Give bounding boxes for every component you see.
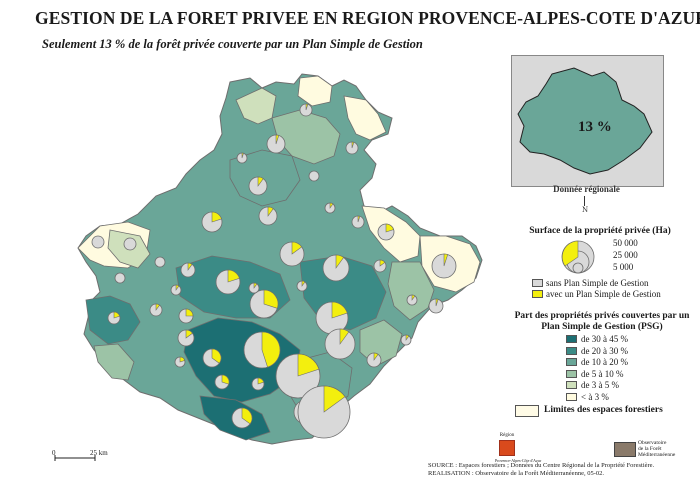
observatoire-line1: Observatoire — [638, 440, 667, 446]
zone-east-mid — [387, 261, 435, 321]
pie-symbol — [114, 272, 126, 284]
size-circle-5000 — [572, 262, 584, 274]
share-class-label: de 5 à 10 % — [581, 368, 624, 379]
inset-region-shape — [517, 67, 653, 175]
pie-psg-wedge — [221, 374, 230, 385]
zone-southwest-pale — [93, 343, 135, 381]
pie-symbol — [308, 170, 320, 182]
region-logo: Région Provence-Alpes-Côte d'Azur — [495, 433, 542, 463]
pie-psg-wedge — [257, 377, 265, 385]
pie-psg-wedge — [185, 308, 194, 317]
share-class-swatch — [566, 392, 577, 401]
pie-psg-wedge — [351, 141, 355, 149]
pie-psg-wedge — [435, 298, 439, 307]
pie-symbol — [154, 256, 166, 268]
pie-psg-wedge — [443, 253, 449, 267]
pie-psg-wedge — [323, 385, 346, 413]
share-class-swatch — [566, 335, 577, 343]
size-value-1: 50 000 — [613, 238, 638, 248]
pie-psg-wedge — [405, 334, 410, 341]
pie-psg-wedge — [301, 280, 306, 287]
pie-psg-wedge — [241, 152, 244, 159]
size-legend-wedge — [561, 240, 579, 267]
pie-psg-wedge — [411, 294, 416, 301]
source-line-2: REALISATION : Observatoire de la Forêt M… — [428, 470, 604, 477]
pie-psg-wedge — [297, 353, 320, 377]
share-class-label: de 30 à 45 % — [581, 334, 628, 344]
inset-caption: Donnée régionale — [553, 184, 620, 194]
share-class-label: de 20 à 30 % — [581, 345, 628, 356]
share-class-label: < à 3 % — [581, 391, 609, 402]
pie-psg-wedge — [291, 241, 303, 255]
share-class-swatch — [566, 369, 577, 378]
region-logo-bottom: Provence-Alpes-Côte d'Azur — [495, 458, 542, 463]
scale-bar — [54, 455, 96, 461]
pie-symbol — [91, 235, 105, 249]
regional-inset — [511, 55, 664, 187]
pie-psg-wedge — [275, 134, 280, 145]
pie-psg-wedge — [227, 269, 240, 283]
forest-limit-swatch — [515, 405, 539, 417]
pie-psg-wedge — [113, 311, 121, 319]
inset-map — [517, 67, 653, 175]
scale-end-label: 25 km — [90, 449, 108, 457]
pie-psg-wedge — [155, 303, 160, 311]
source-line-1: SOURCE : Espaces forestiers ; Données du… — [428, 462, 655, 469]
pie-psg-wedge — [357, 215, 361, 223]
pie-psg-wedge — [175, 284, 180, 291]
pie-psg-wedge — [329, 202, 334, 209]
pie-psg-wedge — [257, 176, 264, 187]
map-title: GESTION DE LA FORET PRIVEE EN REGION PRO… — [35, 8, 700, 28]
share-class-swatch — [566, 381, 577, 389]
label-with-plan: avec un Plan Simple de Gestion — [546, 289, 661, 299]
north-arrow-icon — [584, 196, 585, 206]
map-subtitle: Seulement 13 % de la forêt privée couver… — [42, 37, 423, 51]
inset-percent: 13 % — [578, 119, 612, 135]
pie-psg-wedge — [211, 211, 222, 223]
pie-psg-wedge — [331, 301, 348, 319]
pie-psg-wedge — [187, 262, 193, 271]
observatoire-line3: Méditerranéenne — [638, 452, 676, 458]
share-class-swatch — [566, 346, 577, 355]
swatch-without-plan — [532, 279, 543, 287]
observatoire-line2: de la Forêt — [638, 446, 662, 452]
size-value-3: 5 000 — [613, 262, 634, 272]
pie-psg-wedge — [335, 254, 345, 269]
scale-start-label: 0 — [52, 449, 56, 457]
share-class-swatch — [566, 358, 577, 366]
north-label: N — [582, 206, 589, 214]
region-logo-top: Région — [499, 433, 515, 438]
zone-north-yellow — [297, 75, 333, 107]
pie-psg-wedge — [385, 223, 394, 233]
pie-psg-wedge — [179, 356, 186, 363]
pie-symbol — [123, 237, 137, 251]
region-logo-icon — [499, 440, 515, 456]
pie-psg-wedge — [253, 282, 258, 289]
pie-psg-wedge — [373, 352, 379, 361]
forest-limit-label: Limites des espaces forestiers — [544, 405, 663, 415]
size-value-2: 25 000 — [613, 250, 638, 260]
pie-psg-wedge — [263, 289, 279, 309]
share-class-label: de 3 à 5 % — [581, 380, 619, 390]
source-note: SOURCE : Espaces forestiers ; Données du… — [428, 462, 696, 478]
size-legend-title: Surface de la propriété privée (Ha) — [529, 226, 671, 236]
pie-psg-wedge — [305, 103, 309, 111]
swatch-with-plan — [532, 290, 543, 298]
share-class-label: de 10 à 20 % — [581, 357, 628, 367]
share-legend-title: Part des propriétés privés couvertes par… — [514, 311, 690, 332]
pie-psg-wedge — [211, 348, 222, 364]
north-arrow: N — [582, 196, 588, 214]
pie-psg-wedge — [339, 328, 350, 345]
proportional-pies — [91, 103, 457, 439]
size-legend-circles — [561, 240, 595, 274]
zone-ubaye — [343, 95, 387, 141]
pie-psg-wedge — [379, 259, 386, 267]
pie-psg-wedge — [185, 329, 193, 339]
pie-psg-wedge — [261, 331, 281, 368]
label-without-plan: sans Plan Simple de Gestion — [546, 278, 649, 288]
pie-psg-wedge — [241, 407, 253, 425]
pie-psg-wedge — [267, 206, 274, 217]
observatoire-logo-icon — [614, 442, 636, 457]
